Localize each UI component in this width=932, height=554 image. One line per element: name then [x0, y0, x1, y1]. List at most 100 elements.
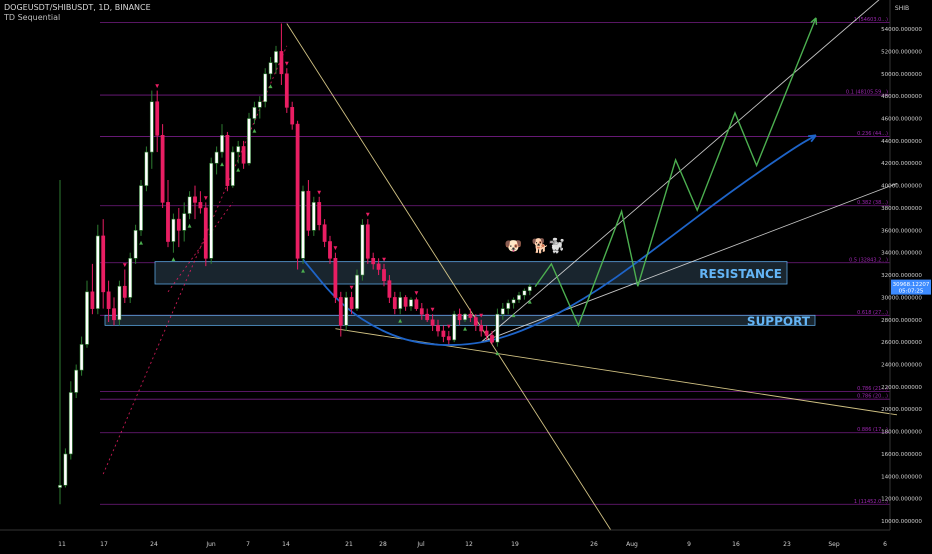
- fib-label: 0.786 (20...): [857, 394, 888, 400]
- candle-body: [122, 285, 127, 298]
- candle-body: [160, 134, 165, 203]
- price-tick-label: 22000.000000: [881, 385, 922, 391]
- candle-body: [403, 297, 408, 307]
- td-marker: ▼: [333, 246, 337, 252]
- countdown-label: 05:07:25: [899, 289, 924, 295]
- candle-body: [392, 297, 397, 309]
- candle-body: [112, 308, 116, 321]
- emoji: 🐩: [548, 236, 565, 254]
- candle-body: [182, 213, 187, 231]
- candle-body: [149, 101, 154, 153]
- candle-body: [171, 218, 176, 242]
- candle-body: [360, 224, 365, 276]
- td-marker: ▼: [479, 313, 483, 319]
- candle-body: [301, 190, 305, 259]
- time-tick-label: 23: [783, 541, 791, 548]
- candle-body: [338, 297, 343, 326]
- price-tick-label: 48000.000000: [881, 94, 922, 100]
- trend-line-channel-lower: [481, 182, 898, 343]
- emoji: 🐶: [505, 238, 522, 254]
- candle-body: [398, 297, 403, 309]
- candle-body: [452, 313, 457, 341]
- price-tick-label: 26000.000000: [881, 340, 922, 346]
- td-marker: ▼: [431, 307, 435, 313]
- candle-body: [376, 263, 381, 270]
- candle-body: [317, 202, 322, 226]
- indicator-label[interactable]: TD Sequential: [4, 13, 61, 22]
- symbol-title[interactable]: DOGEUSDT/SHIBUSDT, 1D, BINANCE: [4, 3, 151, 12]
- candle-body: [90, 291, 95, 309]
- candle-body: [263, 73, 268, 103]
- td-marker: ▲: [398, 318, 402, 324]
- trend-line-mid-dotted: [167, 202, 234, 293]
- curve-group: [302, 134, 817, 346]
- candle-body: [436, 325, 440, 332]
- fib-label: 0.786 (21...): [857, 386, 888, 392]
- candle-body: [85, 291, 89, 345]
- candle-body: [284, 73, 289, 108]
- candle-body: [322, 224, 327, 242]
- candle-body: [387, 280, 392, 298]
- price-tick-label: 12000.000000: [881, 497, 922, 503]
- td-marker: ▼: [350, 285, 354, 291]
- candle-body: [225, 134, 230, 186]
- price-tick-label: 16000.000000: [881, 452, 922, 458]
- candle-body: [382, 269, 386, 281]
- td-marker: ▲: [171, 257, 175, 263]
- candle-body: [230, 151, 235, 186]
- td-marker: ▼: [414, 290, 418, 296]
- fib-label: 0.236 (44...): [857, 131, 888, 137]
- candle-body: [484, 330, 489, 336]
- candle-body: [187, 196, 192, 214]
- candle-body: [268, 62, 273, 75]
- candle-body: [365, 224, 370, 259]
- fib-label: 0.1 (48105.59...): [846, 90, 888, 96]
- time-tick-label: 9: [687, 541, 691, 548]
- price-tick-label: 10000.000000: [881, 519, 922, 525]
- candle-body: [506, 302, 511, 309]
- trend-lines: [102, 0, 898, 531]
- time-tick-label: 17: [100, 541, 108, 548]
- td-marker: ▲: [512, 313, 516, 319]
- candle-body: [306, 190, 311, 231]
- candle-body: [419, 308, 424, 315]
- td-marker: ▲: [139, 240, 143, 246]
- candle-body: [63, 453, 68, 486]
- fib-label: 0.618 (27...): [857, 310, 888, 316]
- candle-body: [74, 369, 79, 393]
- candle-body: [457, 313, 462, 321]
- candle-body: [257, 101, 262, 108]
- candle-body: [220, 134, 224, 153]
- td-marker: ▼: [317, 190, 321, 196]
- td-marker: ▼: [285, 61, 289, 67]
- td-marker: ▼: [123, 262, 127, 268]
- candle-body: [198, 202, 203, 209]
- candle-body: [473, 317, 478, 326]
- candle-body: [295, 123, 300, 259]
- candle-body: [517, 294, 521, 300]
- candle-body: [203, 207, 208, 259]
- emojis: 🐶 🐕🐩: [505, 236, 566, 254]
- candle-body: [236, 146, 241, 153]
- td-marker: ▼: [447, 324, 451, 330]
- td-marker: ▲: [301, 268, 305, 274]
- projection: [534, 17, 818, 328]
- td-marker: ▼: [204, 195, 208, 201]
- candle-body: [133, 230, 138, 259]
- time-tick-label: 6: [883, 541, 887, 548]
- candle-body: [79, 344, 84, 371]
- price-tick-label: 14000.000000: [881, 474, 922, 480]
- price-tick-label: 32000.000000: [881, 273, 922, 279]
- candle-body: [349, 297, 354, 309]
- time-tick-label: Jun: [205, 541, 216, 548]
- fib-label: 0.886 (17...): [857, 427, 888, 433]
- candle-body: [371, 257, 376, 265]
- td-marker: ▲: [236, 167, 240, 173]
- price-tick-label: 30000.000000: [881, 295, 922, 301]
- price-axis: SHIB 10000.000000 12000.000000 14000.000000…: [881, 0, 922, 530]
- td-marker: ▼: [155, 84, 159, 90]
- price-tick-label: 50000.000000: [881, 72, 922, 78]
- time-tick-label: 12: [465, 541, 473, 548]
